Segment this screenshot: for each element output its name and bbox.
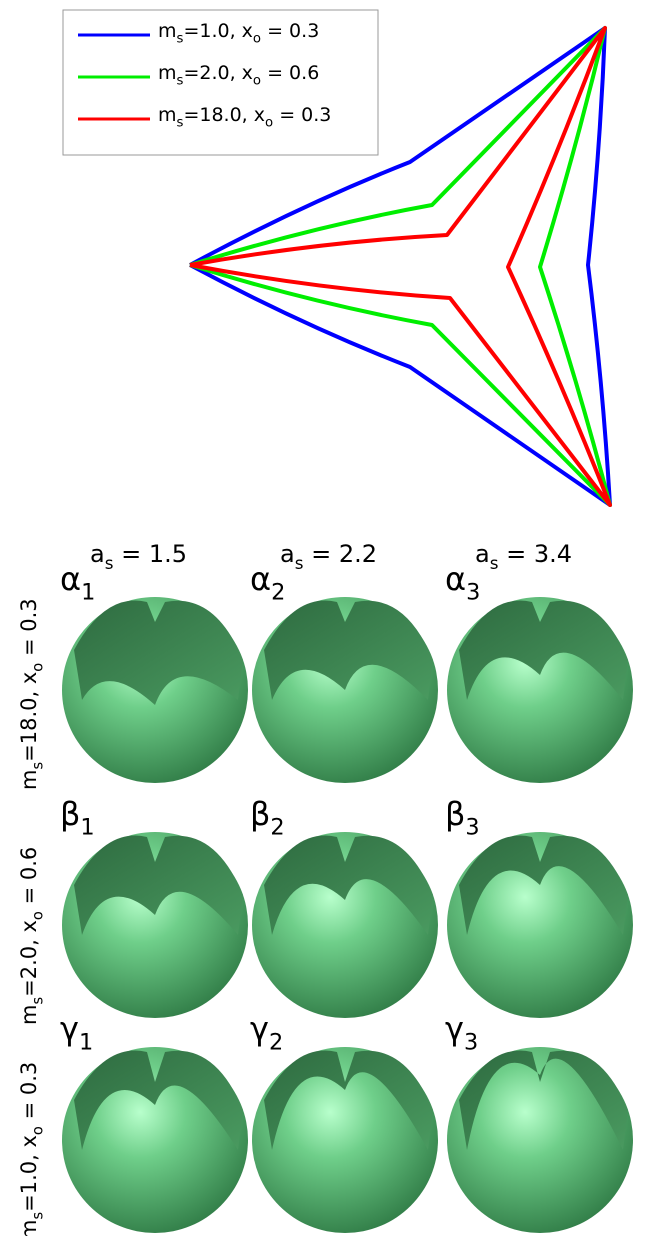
subscript: s [29,997,46,1005]
figure: ms=1.0, xo = 0.3ms=2.0, xo = 0.6ms=18.0,… [0,0,648,1236]
subscript: 2 [270,815,284,841]
text-part: β [445,795,465,833]
label: β1 [60,795,95,841]
subscript: s [295,553,304,573]
text-part: = 0.3 [17,598,41,662]
text-part: = 0.3 [273,104,331,126]
text-part: γ [60,1010,79,1048]
text-part: m [158,20,177,42]
text-part: = 0.6 [261,62,319,84]
label: γ3 [445,1010,478,1056]
text-part: m [158,62,177,84]
subscript: o [253,32,261,47]
subscript: 2 [269,1030,283,1056]
label: ms=18.0, xo = 0.3 [17,598,46,790]
label: β3 [445,795,480,841]
text-part: γ [445,1010,464,1048]
text-part: α [60,560,81,598]
text-part: α [250,560,271,598]
text-part: m [158,104,177,126]
text-part: m [17,1220,41,1236]
subscript: s [177,32,184,47]
text-part: =18.0, x [17,672,41,762]
subscript: o [265,116,273,131]
text-part: =1.0, x [17,1135,41,1212]
text-part: =2.0, x [183,62,252,84]
subscript: o [253,74,261,89]
label: as = 1.5 [90,540,187,573]
subscript: o [29,911,46,920]
text-part: m [17,1005,41,1025]
subscript: s [177,74,184,89]
text-part: α [445,560,466,598]
subscript: 3 [464,1030,478,1056]
subscript: 3 [465,815,479,841]
text-part: β [250,795,270,833]
text-part: = 3.4 [498,540,572,568]
label: β2 [250,795,285,841]
text-part: a [280,540,295,568]
text-part: γ [250,1010,269,1048]
spheres [62,597,633,1233]
subscript: o [29,1126,46,1135]
text-part: = 1.5 [113,540,187,568]
label: γ1 [60,1010,93,1056]
label: γ2 [250,1010,283,1056]
text-part: β [60,795,80,833]
subscript: 1 [80,815,94,841]
label: as = 2.2 [280,540,377,573]
subscript: s [177,116,184,131]
text-part: =1.0, x [183,20,252,42]
label: as = 3.4 [475,540,572,573]
text-part: a [90,540,105,568]
subscript: o [29,663,46,672]
subscript: 2 [271,580,285,606]
subscript: 1 [79,1030,93,1056]
subscript: 3 [466,580,480,606]
label: ms=1.0, xo = 0.3 [17,1062,46,1236]
subscript: s [29,762,46,770]
text-part: = 0.6 [17,847,41,911]
text-part: = 0.3 [17,1062,41,1126]
text-part: = 2.2 [303,540,377,568]
subscript: s [490,553,499,573]
text-part: = 0.3 [261,20,319,42]
text-part: m [17,770,41,790]
text-part: a [475,540,490,568]
text-part: =18.0, x [183,104,265,126]
subscript: s [29,1212,46,1220]
label: ms=2.0, xo = 0.6 [17,847,46,1025]
subscript: 1 [81,580,95,606]
subscript: s [105,553,114,573]
text-part: =2.0, x [17,920,41,997]
